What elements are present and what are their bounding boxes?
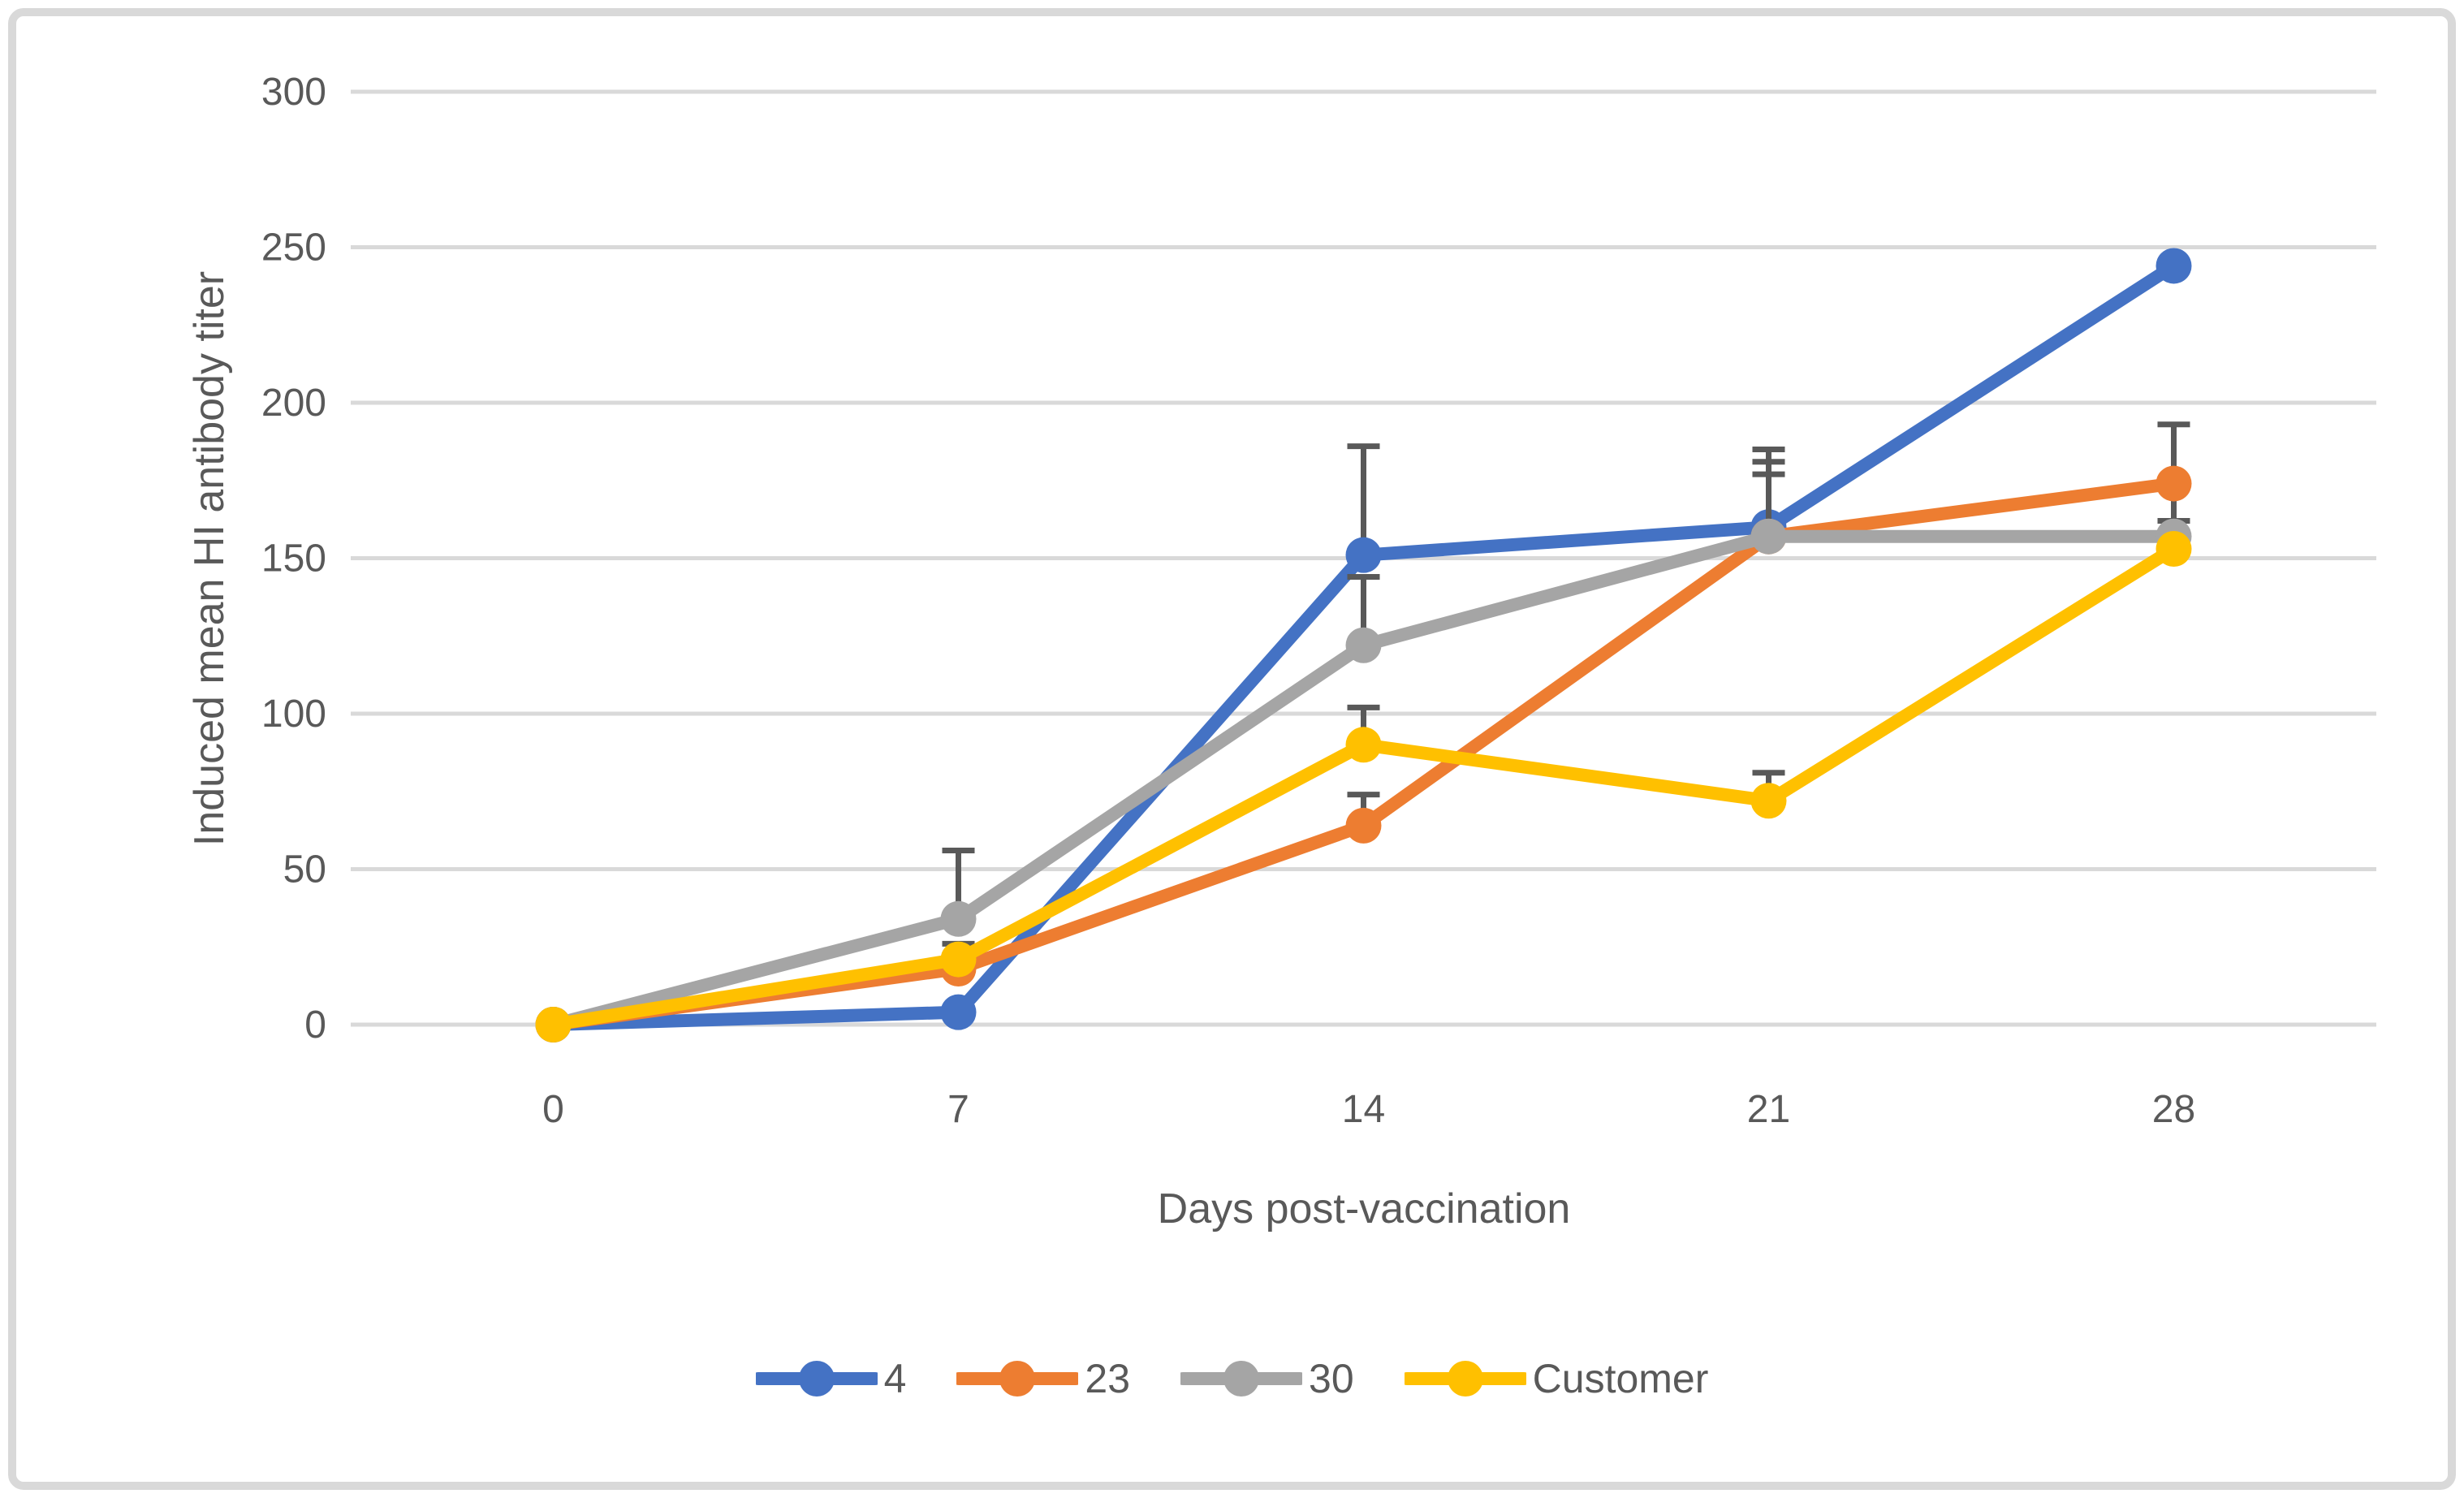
legend-label: 4: [883, 1356, 907, 1401]
data-point: [2155, 248, 2192, 284]
data-point: [1345, 627, 1382, 663]
legend-item-4: 4: [755, 1354, 907, 1403]
y-tick-label: 300: [261, 71, 326, 114]
series-Customer: [535, 531, 2192, 1043]
x-axis-title: Days post-vaccination: [1157, 1185, 1571, 1233]
x-tick-label: 7: [947, 1088, 969, 1131]
y-tick-label: 0: [304, 1004, 326, 1047]
data-point: [1750, 518, 1787, 555]
data-point: [940, 994, 977, 1030]
legend-marker-orange: [956, 1361, 1079, 1397]
legend-label: 23: [1085, 1356, 1131, 1401]
data-point: [940, 941, 977, 978]
data-point: [1345, 537, 1382, 573]
data-point: [940, 900, 977, 937]
legend-label: 30: [1309, 1356, 1354, 1401]
chart-legend: 4 23 30 Customer: [0, 1354, 2464, 1403]
legend-item-customer: Customer: [1404, 1354, 1709, 1403]
legend-marker-gray: [1180, 1361, 1303, 1397]
legend-item-23: 23: [956, 1354, 1130, 1403]
y-axis-tick-labels: 0 50 100 150 200 250 300: [261, 71, 326, 1047]
y-tick-label: 150: [261, 537, 326, 581]
data-point: [2155, 465, 2192, 502]
data-point: [1750, 783, 1787, 819]
y-tick-label: 100: [261, 693, 326, 736]
data-point: [535, 1007, 572, 1043]
data-point: [1345, 727, 1382, 763]
y-tick-label: 250: [261, 227, 326, 270]
legend-marker-yellow: [1404, 1361, 1526, 1397]
data-point: [2155, 531, 2192, 568]
x-tick-label: 28: [2152, 1088, 2195, 1131]
x-axis-tick-labels: 0 7 14 21 28: [542, 1088, 2195, 1131]
y-tick-label: 200: [261, 382, 326, 425]
x-tick-label: 14: [1342, 1088, 1385, 1131]
legend-label: Customer: [1532, 1356, 1709, 1401]
x-tick-label: 0: [542, 1088, 564, 1131]
legend-marker-blue: [755, 1361, 878, 1397]
y-axis-title: Induced mean HI antibody titer: [186, 270, 233, 847]
y-tick-label: 50: [283, 848, 326, 891]
legend-item-30: 30: [1180, 1354, 1354, 1403]
chart-border: [8, 8, 2456, 1490]
data-point: [1345, 807, 1382, 844]
x-tick-label: 21: [1747, 1088, 1790, 1131]
